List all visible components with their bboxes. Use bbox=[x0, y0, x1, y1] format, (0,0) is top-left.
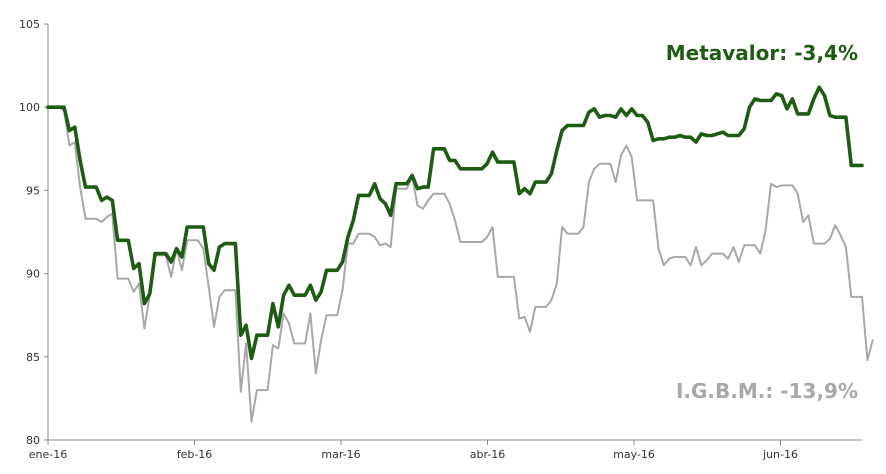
y-tick-label: 80 bbox=[26, 434, 40, 447]
x-tick-label: may-16 bbox=[613, 448, 655, 461]
x-tick-label: abr-16 bbox=[470, 448, 506, 461]
x-tick-label: jun-16 bbox=[762, 448, 798, 461]
x-tick-label: mar-16 bbox=[321, 448, 360, 461]
igbm-series-line bbox=[47, 106, 874, 423]
y-tick-label: 95 bbox=[26, 184, 40, 197]
metavalor-series-line bbox=[46, 85, 864, 361]
y-tick-label: 90 bbox=[26, 268, 40, 281]
x-tick-label: ene-16 bbox=[29, 448, 67, 461]
igbm-annotation: I.G.B.M.: -13,9% bbox=[676, 379, 858, 403]
y-tick-label: 105 bbox=[19, 18, 40, 31]
x-tick-label: feb-16 bbox=[177, 448, 213, 461]
y-tick-label: 85 bbox=[26, 351, 40, 364]
y-tick-label: 100 bbox=[19, 101, 40, 114]
metavalor-annotation: Metavalor: -3,4% bbox=[666, 41, 858, 65]
